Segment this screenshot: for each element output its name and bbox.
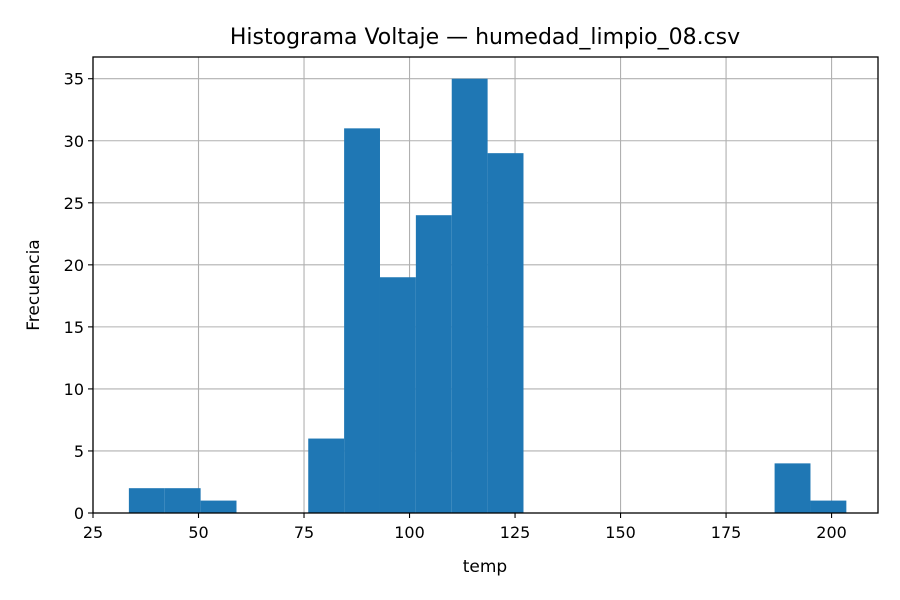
x-tick-label: 200 — [816, 523, 847, 542]
x-tick-label: 25 — [83, 523, 103, 542]
histogram-bar — [344, 128, 380, 514]
plot-frame — [92, 56, 879, 514]
histogram-bar — [810, 500, 847, 513]
histogram-bar — [379, 277, 416, 513]
histogram-bar — [164, 488, 201, 513]
x-tick-label: 50 — [188, 523, 208, 542]
y-tick-label: 20 — [64, 256, 84, 275]
x-tick-label: 125 — [500, 523, 531, 542]
histogram-bar — [308, 438, 345, 513]
histogram-bar — [415, 215, 452, 513]
x-tick-label: 100 — [394, 523, 425, 542]
y-tick-label: 5 — [74, 442, 84, 461]
histogram-bars — [128, 78, 847, 514]
y-tick-label: 10 — [64, 380, 84, 399]
histogram-bar — [128, 488, 165, 513]
y-tick-label: 30 — [64, 132, 84, 151]
x-tick-label: 150 — [605, 523, 636, 542]
x-tick-label: 175 — [711, 523, 742, 542]
x-tick-label: 75 — [294, 523, 314, 542]
y-tick-label: 25 — [64, 194, 84, 213]
y-axis-label: Frecuencia — [24, 239, 44, 330]
axis-ticks: 25 50 75 100 125 150 175 200 0 5 10 15 20 25 30 35 — [64, 70, 847, 542]
y-tick-label: 0 — [74, 504, 84, 523]
histogram-bar — [451, 78, 488, 513]
histogram-bar — [487, 153, 524, 513]
histogram-bar — [774, 463, 811, 513]
y-tick-label: 15 — [64, 318, 84, 337]
x-axis-label: temp — [463, 557, 507, 577]
chart-title: Histograma Voltaje — humedad_limpio_08.c… — [230, 25, 740, 50]
y-tick-label: 35 — [64, 70, 84, 89]
histogram-bar — [200, 500, 237, 513]
